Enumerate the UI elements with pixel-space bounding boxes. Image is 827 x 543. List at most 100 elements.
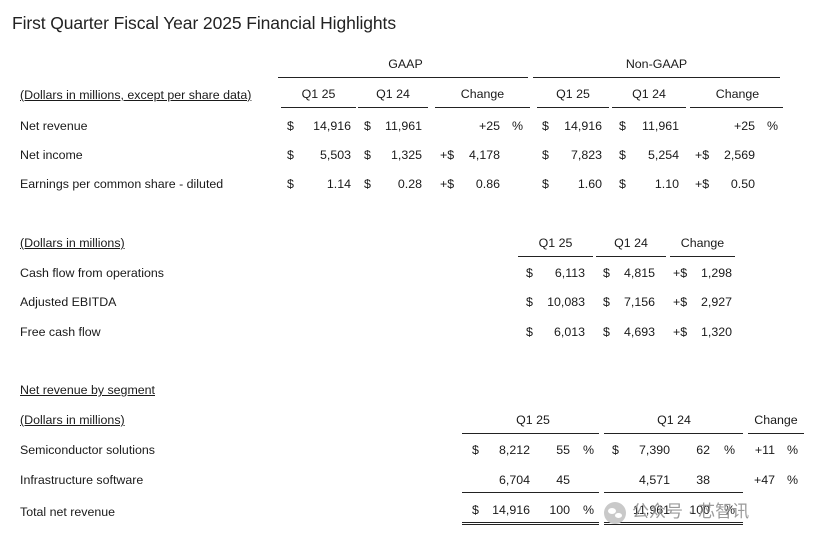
- row-label: Adjusted EBITDA: [20, 295, 117, 309]
- q124-value: 4,571: [638, 473, 670, 487]
- col-rule: [612, 107, 686, 108]
- nongaap-change-value: 0.50: [730, 177, 755, 191]
- gaap-change-value: 0.86: [475, 177, 500, 191]
- gaap-q125-value: 14,916: [313, 119, 351, 133]
- q125-value: 6,113: [554, 266, 585, 280]
- nongaap-q125-value: 14,916: [564, 119, 602, 133]
- currency-symbol: $: [526, 266, 533, 280]
- col-rule: [435, 107, 530, 108]
- units-label: (Dollars in millions): [20, 236, 125, 250]
- nongaap-change-value: +25: [733, 119, 755, 133]
- currency-symbol: $: [619, 177, 626, 191]
- col-rule: [604, 433, 743, 434]
- gaap-header-rule: [278, 77, 528, 78]
- col-header-change: Change: [754, 413, 798, 427]
- col-rule: [690, 107, 783, 108]
- currency-symbol: $: [603, 325, 610, 339]
- change-value: 1,320: [700, 325, 732, 339]
- col-header-nongaap-change: Change: [715, 87, 760, 101]
- change-prefix: +$: [695, 148, 710, 162]
- percent-sign: %: [787, 443, 799, 457]
- row-label: Total net revenue: [20, 505, 116, 519]
- q124-value: 4,815: [623, 266, 655, 280]
- col-rule: [518, 256, 593, 257]
- change-prefix: +$: [695, 177, 710, 191]
- currency-symbol: $: [526, 325, 533, 339]
- total-double-rule: [462, 522, 599, 525]
- nongaap-q125-value: 1.60: [577, 177, 602, 191]
- currency-symbol: $: [619, 119, 626, 133]
- nongaap-header-rule: [533, 77, 780, 78]
- q125-value: 6,704: [498, 473, 530, 487]
- q125-value: 10,083: [547, 295, 585, 309]
- row-label: Net revenue: [20, 119, 88, 133]
- col-rule: [748, 433, 804, 434]
- change-prefix: +$: [673, 325, 688, 339]
- currency-symbol: $: [603, 295, 610, 309]
- nongaap-q124-value: 1.10: [654, 177, 679, 191]
- currency-symbol: $: [472, 443, 479, 457]
- col-rule: [462, 433, 599, 434]
- percent-sign: %: [787, 473, 799, 487]
- currency-symbol: $: [542, 177, 549, 191]
- page-title: First Quarter Fiscal Year 2025 Financial…: [12, 13, 396, 33]
- watermark: 公众号 · 芯智讯: [604, 497, 816, 527]
- currency-symbol: $: [526, 295, 533, 309]
- col-header-change: Change: [680, 236, 725, 250]
- change-value: +47: [753, 473, 775, 487]
- change-value: 1,298: [700, 266, 732, 280]
- q125-percent: 45: [556, 473, 570, 487]
- section-label: Net revenue by segment: [20, 383, 155, 397]
- currency-symbol: $: [287, 148, 294, 162]
- change-prefix: +$: [673, 295, 688, 309]
- col-header-gaap-change: Change: [460, 87, 505, 101]
- q124-percent: 100: [689, 503, 710, 517]
- gaap-q124-value: 11,961: [385, 119, 422, 133]
- nongaap-q124-value: 5,254: [647, 148, 679, 162]
- q124-value: 4,693: [623, 325, 655, 339]
- q124-value: 7,156: [623, 295, 655, 309]
- col-header-nongaap-q125: Q1 25: [556, 87, 590, 101]
- row-label: Earnings per common share - diluted: [20, 177, 224, 191]
- units-label: (Dollars in millions, except per share d…: [20, 88, 252, 102]
- change-prefix: +$: [440, 177, 455, 191]
- col-rule: [670, 256, 735, 257]
- nongaap-change-value: 2,569: [723, 148, 755, 162]
- q125-percent: 100: [549, 503, 570, 517]
- col-rule: [281, 107, 356, 108]
- subtotal-rule: [604, 492, 743, 493]
- currency-symbol: $: [612, 443, 619, 457]
- change-value: +11: [754, 443, 775, 457]
- currency-symbol: $: [364, 148, 371, 162]
- currency-symbol: $: [542, 119, 549, 133]
- row-label: Free cash flow: [20, 325, 101, 339]
- currency-symbol: $: [619, 148, 626, 162]
- currency-symbol: $: [364, 119, 371, 133]
- change-prefix: +$: [673, 266, 688, 280]
- q124-value: 11,961: [633, 503, 670, 517]
- col-header-q125: Q1 25: [516, 413, 550, 427]
- units-label: (Dollars in millions): [20, 413, 125, 427]
- percent-sign: %: [512, 119, 524, 133]
- wechat-icon: [604, 501, 626, 524]
- gaap-q125-value: 1.14: [326, 177, 351, 191]
- row-label: Net income: [20, 148, 83, 162]
- q125-value: 14,916: [492, 503, 530, 517]
- nongaap-q125-value: 7,823: [570, 148, 602, 162]
- currency-symbol: $: [472, 503, 479, 517]
- col-header-gaap-q124: Q1 24: [376, 87, 410, 101]
- col-header-q124: Q1 24: [657, 413, 691, 427]
- percent-sign: %: [583, 443, 595, 457]
- col-header-gaap-q125: Q1 25: [301, 87, 336, 101]
- total-double-rule: [604, 522, 743, 525]
- change-value: 2,927: [700, 295, 732, 309]
- col-header-q125: Q1 25: [538, 236, 573, 250]
- q124-value: 7,390: [638, 443, 670, 457]
- gaap-change-value: 4,178: [468, 148, 500, 162]
- percent-sign: %: [724, 503, 736, 517]
- gaap-group-header: GAAP: [388, 57, 423, 71]
- q124-percent: 38: [696, 473, 710, 487]
- row-label: Cash flow from operations: [20, 266, 164, 280]
- percent-sign: %: [767, 119, 779, 133]
- subtotal-rule: [462, 492, 599, 493]
